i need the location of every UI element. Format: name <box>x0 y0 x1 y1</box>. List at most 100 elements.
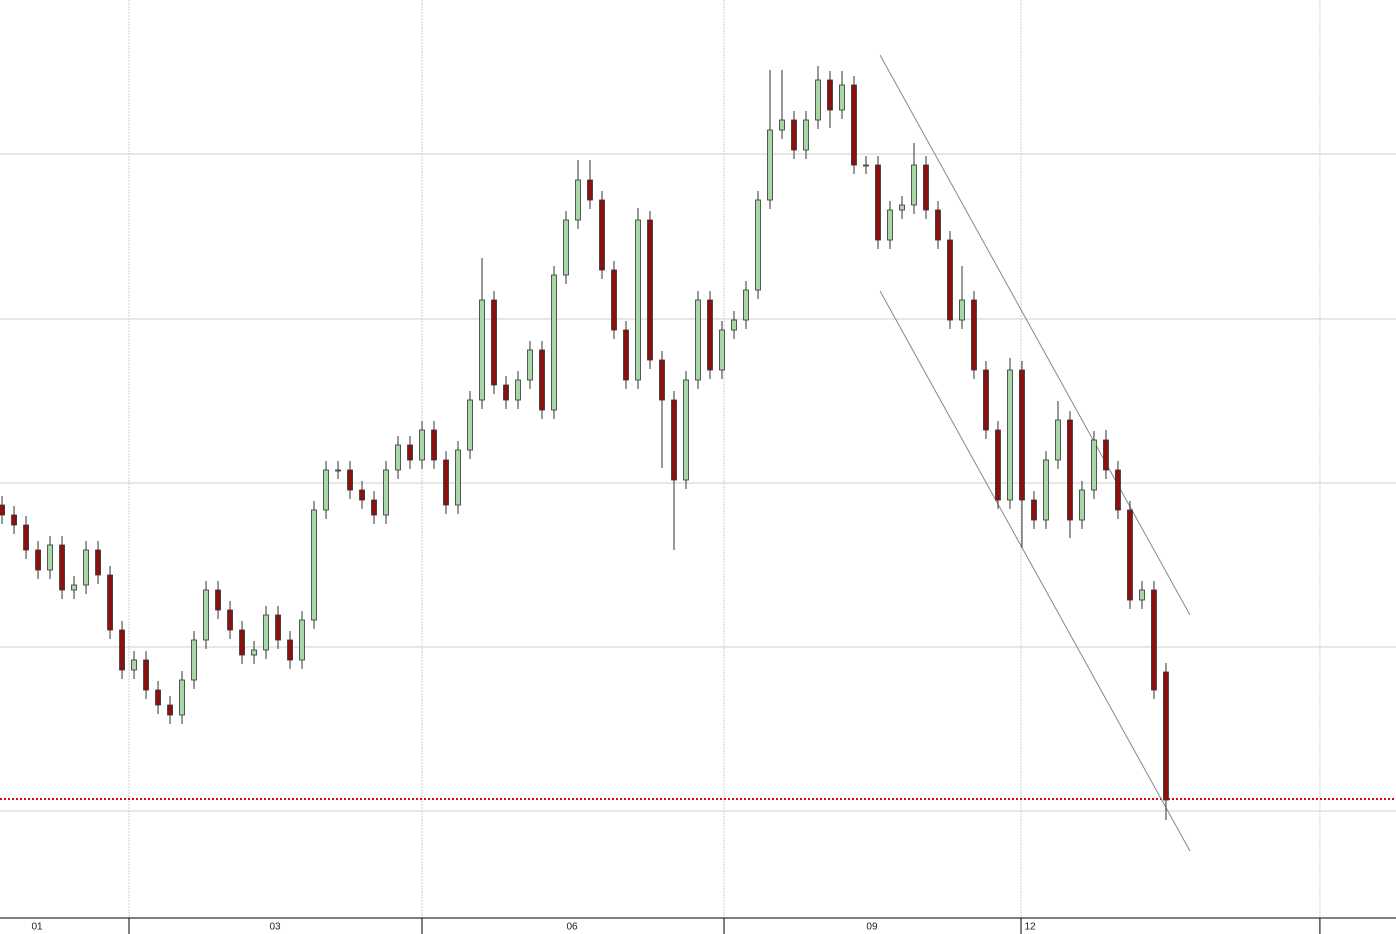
candle-body <box>995 429 1001 501</box>
candle-body <box>1151 589 1157 691</box>
x-tick-label: 12 <box>1024 922 1036 933</box>
candle-body <box>119 629 125 671</box>
candle-body <box>599 199 605 271</box>
candle-body <box>227 609 233 631</box>
candle-body <box>791 119 797 151</box>
candle-body <box>935 209 941 241</box>
x-tick-label: 03 <box>269 922 281 933</box>
axis-background <box>0 918 1396 934</box>
candle-body <box>527 349 533 381</box>
candle-body <box>1079 489 1085 521</box>
candle-body <box>443 459 449 506</box>
candle-body <box>203 589 209 641</box>
candle-body <box>323 469 329 511</box>
candle-body <box>503 384 509 401</box>
candle-body <box>623 329 629 381</box>
candle-body <box>371 499 377 516</box>
candle-body <box>563 219 569 276</box>
candle-body <box>191 639 197 681</box>
candle-body <box>251 649 257 656</box>
candle-body <box>143 659 149 691</box>
candle-body <box>335 469 341 472</box>
candle-body <box>359 489 365 501</box>
candle-body <box>959 299 965 321</box>
candle-body <box>899 204 905 211</box>
candle-body <box>539 349 545 411</box>
trend-line <box>879 290 1191 852</box>
candle-body <box>575 179 581 221</box>
candle-body <box>695 299 701 381</box>
candle-body <box>587 179 593 201</box>
candle-body <box>647 219 653 361</box>
x-tick-label: 01 <box>32 922 44 933</box>
candle-body <box>1163 671 1169 801</box>
candle-body <box>743 289 749 321</box>
candle-body <box>923 164 929 211</box>
candle-body <box>395 444 401 471</box>
candle-body <box>551 274 557 411</box>
candle-body <box>215 589 221 611</box>
candle-body <box>47 544 53 571</box>
candle-body <box>83 549 89 586</box>
candle-body <box>851 84 857 166</box>
x-tick-label: 09 <box>866 922 878 933</box>
candle-body <box>803 119 809 151</box>
candle-body <box>491 299 497 386</box>
candle-body <box>11 514 17 526</box>
candle-body <box>971 299 977 371</box>
candle-body <box>1115 469 1121 511</box>
x-tick-label: 06 <box>566 922 578 933</box>
candle-body <box>683 379 689 481</box>
candle-body <box>407 444 413 461</box>
candle-body <box>95 549 101 576</box>
candle-body <box>71 584 77 591</box>
candle-body <box>0 504 5 516</box>
candle-body <box>755 199 761 291</box>
candle-body <box>611 269 617 331</box>
candle-body <box>767 129 773 201</box>
candle-body <box>311 509 317 621</box>
candle-body <box>863 164 869 167</box>
candle-body <box>1031 499 1037 521</box>
candle-body <box>455 449 461 506</box>
candle-body <box>239 629 245 656</box>
candle-body <box>1103 439 1109 471</box>
candle-body <box>815 79 821 121</box>
candle-body <box>1091 439 1097 491</box>
candle-body <box>263 614 269 651</box>
candle-body <box>347 469 353 491</box>
candle-body <box>479 299 485 401</box>
candle-body <box>911 164 917 206</box>
candle-body <box>431 429 437 461</box>
candle-body <box>731 319 737 331</box>
candle-body <box>467 399 473 451</box>
candle-body <box>23 524 29 551</box>
candle-body <box>887 209 893 241</box>
candle-body <box>59 544 65 591</box>
candle-body <box>1139 589 1145 601</box>
candle-body <box>167 704 173 716</box>
candle-body <box>827 79 833 111</box>
candle-body <box>287 639 293 661</box>
candle-body <box>1067 419 1073 521</box>
candle-body <box>875 164 881 241</box>
candle-body <box>155 689 161 706</box>
candle-body <box>107 574 113 631</box>
candle-body <box>839 84 845 111</box>
candle-body <box>299 619 305 661</box>
candle-body <box>719 329 725 371</box>
candle-body <box>707 299 713 371</box>
candle-body <box>671 399 677 481</box>
candle-body <box>515 379 521 401</box>
candle-body <box>659 359 665 401</box>
candle-body <box>1019 369 1025 501</box>
candle-body <box>983 369 989 431</box>
candle-body <box>35 549 41 571</box>
candle-body <box>275 614 281 641</box>
candle-body <box>1055 419 1061 461</box>
trend-line <box>879 54 1191 616</box>
candle-body <box>383 469 389 516</box>
candle-body <box>179 679 185 716</box>
candle-body <box>1127 509 1133 601</box>
